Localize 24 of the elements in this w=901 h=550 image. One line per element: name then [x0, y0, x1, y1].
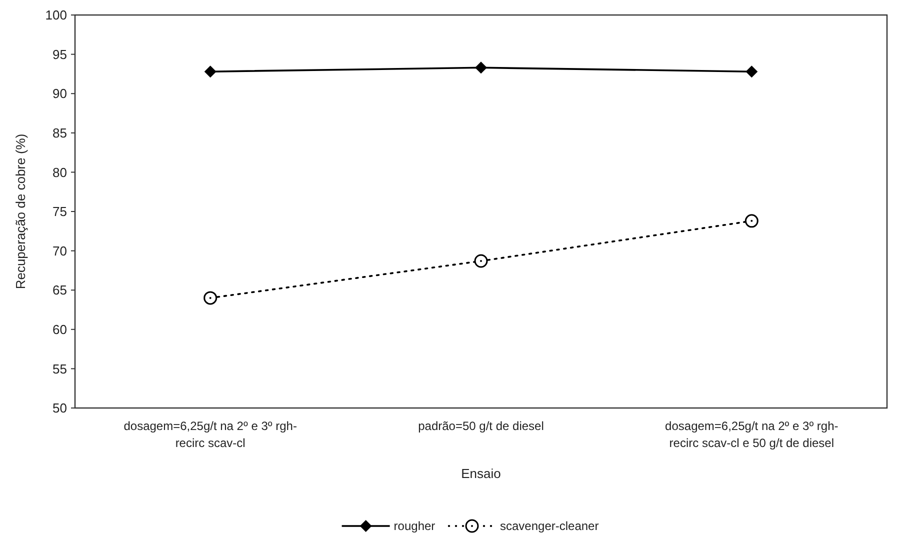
x-tick-label: dosagem=6,25g/t na 2º e 3º rgh-recirc scav-cl — [124, 419, 297, 450]
legend-label: rougher — [394, 519, 436, 534]
y-tick-label: 80 — [52, 164, 67, 180]
y-axis-title: Recuperação de cobre (%) — [13, 134, 28, 290]
y-tick-label: 85 — [52, 125, 67, 140]
y-tick-label: 55 — [52, 361, 67, 376]
point — [744, 214, 758, 228]
x-tick-label: dosagem=6,25g/t na 2º e 3º rgh-recirc scav-cl e 50 g/t de diesel — [665, 419, 838, 450]
point — [746, 66, 758, 78]
point — [475, 62, 487, 74]
x-tick-label: padrão=50 g/t de diesel — [418, 419, 544, 433]
y-tick-label: 75 — [52, 204, 67, 220]
y-tick-label: 95 — [52, 46, 67, 62]
y-tick-label: 60 — [52, 322, 67, 337]
point — [474, 254, 488, 268]
y-tick-label: 90 — [52, 86, 67, 102]
point — [204, 66, 216, 78]
y-tick-label: 65 — [52, 282, 67, 298]
legend-label: scavenger-cleaner — [500, 519, 599, 534]
x-axis-title: Ensaio — [461, 466, 501, 481]
y-tick-label: 100 — [45, 8, 67, 23]
y-tick-label: 70 — [52, 243, 67, 258]
y-tick-label: 50 — [52, 400, 67, 416]
point — [204, 291, 218, 305]
